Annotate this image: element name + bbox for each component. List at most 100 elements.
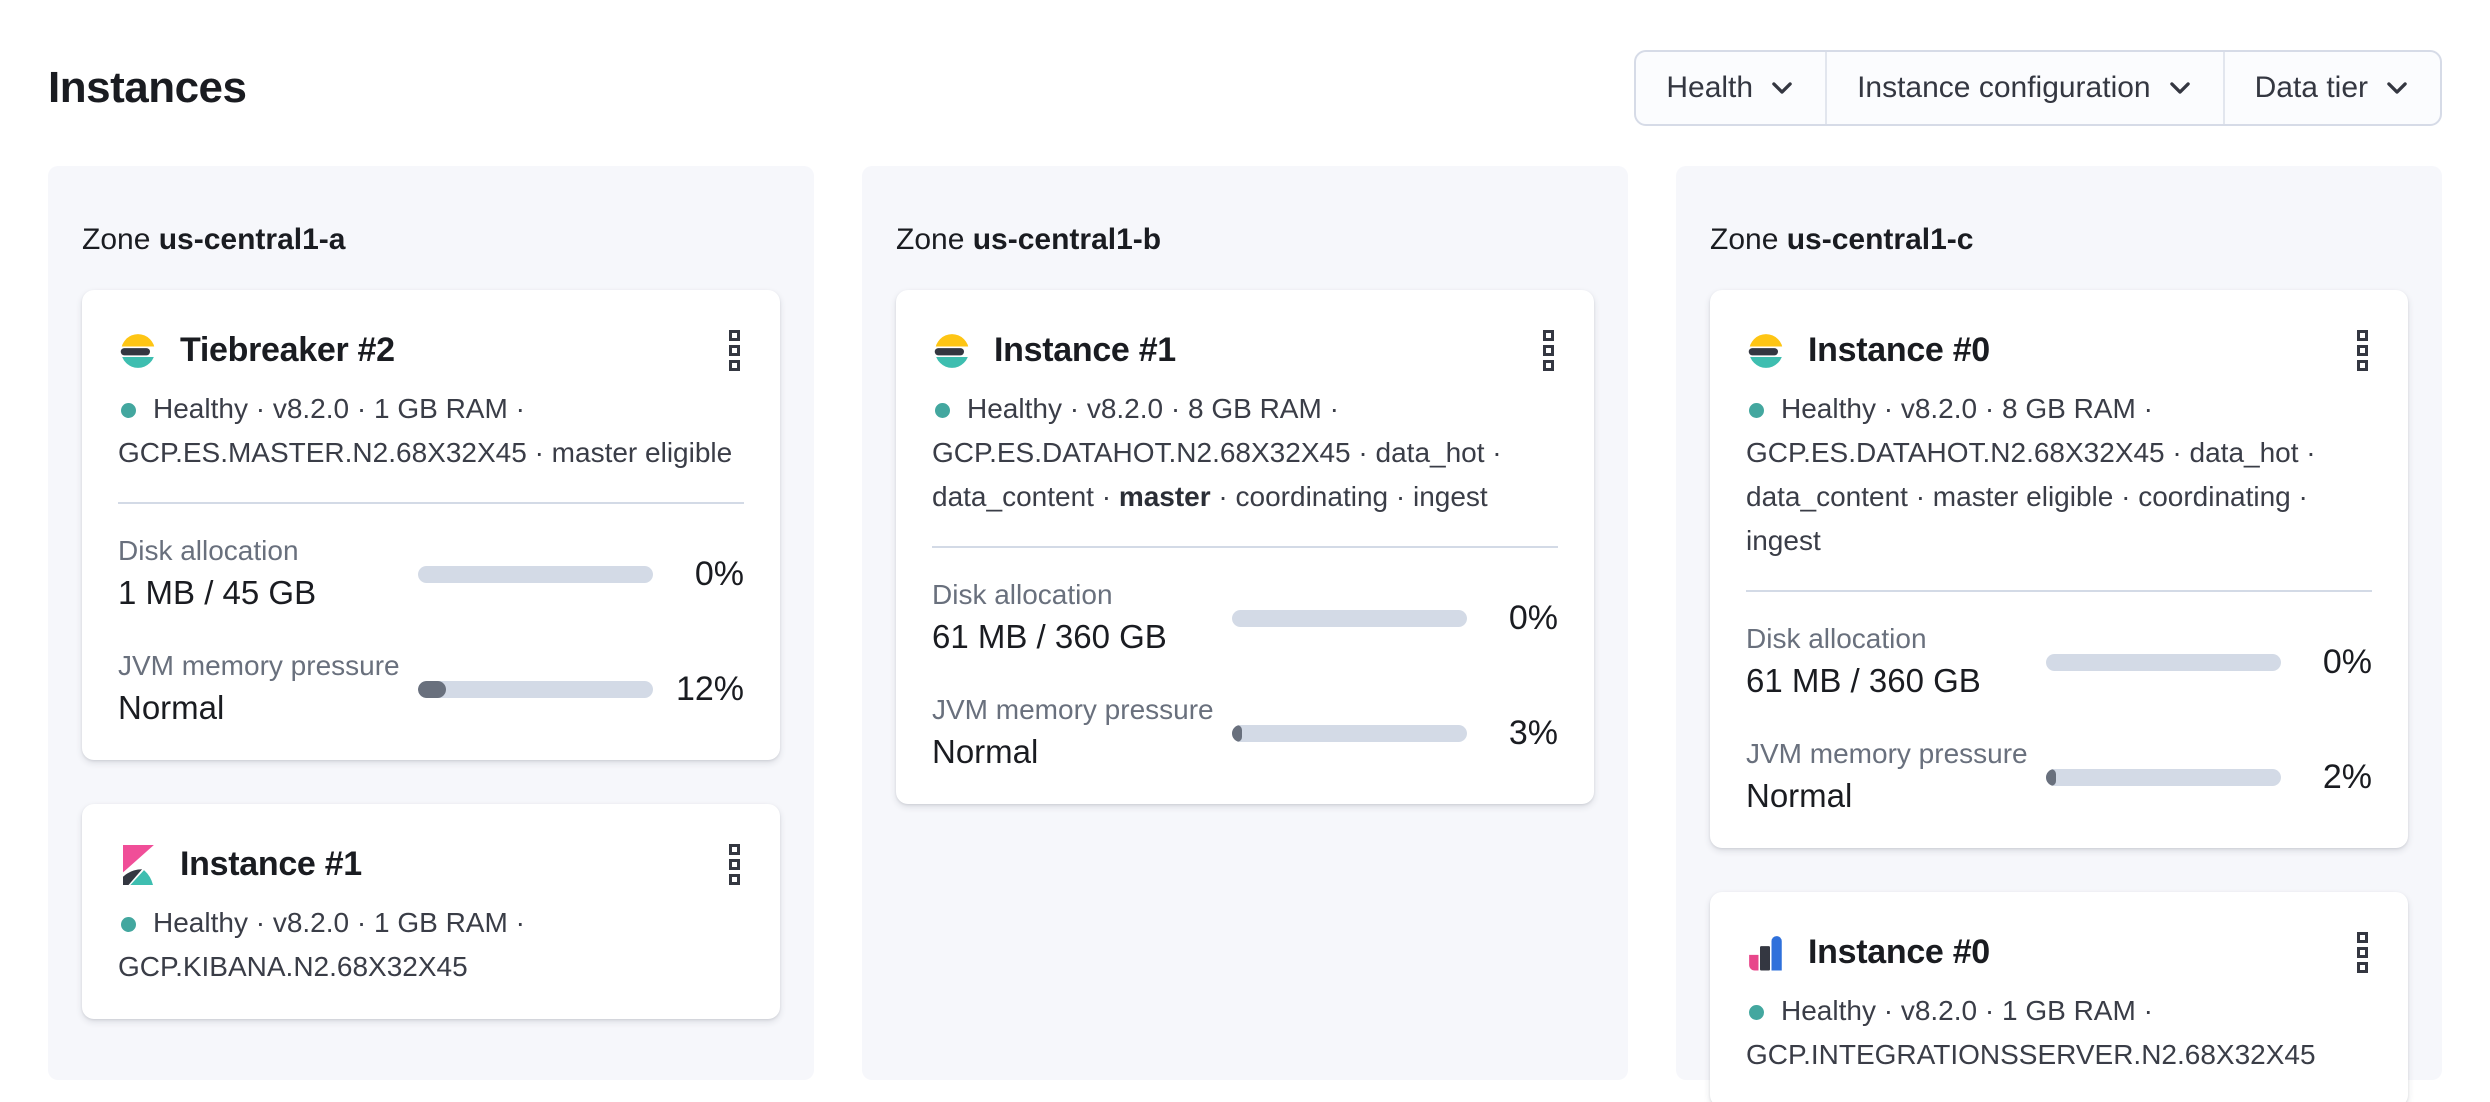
- instance-status: Healthy · v8.2.0 · 1 GB RAM · GCP.INTEGR…: [1746, 989, 2372, 1077]
- instance-menu-button[interactable]: [1539, 326, 1558, 375]
- status-text: data_content · master · coordinating · i…: [932, 481, 1488, 512]
- zone-name: us-central1-c: [1786, 223, 1974, 256]
- disk-allocation-label: Disk allocation: [1746, 623, 1927, 654]
- status-text: data_content · master eligible · coordin…: [1746, 481, 2308, 556]
- jvm-pressure-percent: 2%: [2322, 758, 2372, 796]
- jvm-memory-pressure-row: JVM memory pressure Normal 2%: [1746, 737, 2372, 818]
- page-title: Instances: [48, 63, 247, 112]
- status-text: GCP.ES.DATAHOT.N2.68X32X45 · data_hot ·: [1746, 437, 2316, 468]
- jvm-pressure-percent: 12%: [675, 670, 744, 708]
- status-text: Healthy · v8.2.0 · 1 GB RAM ·: [153, 393, 525, 424]
- status-text: Healthy · v8.2.0 · 1 GB RAM ·: [153, 907, 525, 938]
- disk-usage-bar: [418, 566, 653, 583]
- disk-allocation-value: 61 MB / 360 GB: [1746, 662, 1981, 699]
- filter-health-label: Health: [1666, 71, 1754, 104]
- zone-label: Zone: [896, 223, 965, 256]
- card-divider: [118, 502, 744, 504]
- instance-card-es-1: Instance #1 Healthy · v8.2.0 · 8 GB RAM …: [896, 290, 1594, 804]
- disk-allocation-value: 1 MB / 45 GB: [118, 574, 317, 611]
- health-dot: [1749, 1005, 1764, 1020]
- instance-card-tiebreaker-2: Tiebreaker #2 Healthy · v8.2.0 · 1 GB RA…: [82, 290, 780, 760]
- instance-card-kibana-1: Instance #1 Healthy · v8.2.0 · 1 GB RAM …: [82, 804, 780, 1019]
- instance-menu-button[interactable]: [2353, 928, 2372, 977]
- filter-data-tier-button[interactable]: Data tier: [2222, 52, 2440, 124]
- instance-card-es-0: Instance #0 Healthy · v8.2.0 · 8 GB RAM …: [1710, 290, 2408, 848]
- instance-menu-button[interactable]: [725, 326, 744, 375]
- card-divider: [1746, 590, 2372, 592]
- health-dot: [1749, 403, 1764, 418]
- card-divider: [932, 546, 1558, 548]
- zone-panel-us-central1-b: Zone us-central1-b Instance #1 Healthy ·…: [862, 166, 1628, 1080]
- instance-status: Healthy · v8.2.0 · 1 GB RAM · GCP.KIBANA…: [118, 901, 744, 989]
- card-header: Tiebreaker #2: [118, 326, 744, 375]
- chevron-down-icon: [1772, 82, 1792, 94]
- chevron-down-icon: [2387, 82, 2407, 94]
- zone-label: Zone: [1710, 223, 1779, 256]
- disk-usage-bar: [1232, 610, 1467, 627]
- jvm-pressure-label: JVM memory pressure: [1746, 738, 2028, 769]
- status-text: Healthy · v8.2.0 · 8 GB RAM ·: [1781, 393, 2153, 424]
- zone-name: us-central1-a: [158, 223, 346, 256]
- disk-allocation-row: Disk allocation 61 MB / 360 GB 0%: [1746, 622, 2372, 703]
- status-text: GCP.ES.DATAHOT.N2.68X32X45 · data_hot ·: [932, 437, 1502, 468]
- status-text: Healthy · v8.2.0 · 1 GB RAM ·: [1781, 995, 2153, 1026]
- elasticsearch-logo: [932, 331, 972, 371]
- status-text: GCP.ES.MASTER.N2.68X32X45 · master eligi…: [118, 437, 733, 468]
- instance-title: Instance #1: [994, 331, 1176, 369]
- zones-grid: Zone us-central1-a Tiebreaker #2 Healthy…: [0, 166, 2490, 1102]
- jvm-pressure-percent: 3%: [1508, 714, 1558, 752]
- jvm-pressure-label: JVM memory pressure: [118, 650, 400, 681]
- integrations-server-logo: [1746, 933, 1786, 973]
- jvm-pressure-value: Normal: [118, 689, 225, 726]
- disk-allocation-row: Disk allocation 61 MB / 360 GB 0%: [932, 578, 1558, 659]
- filter-instance-configuration-label: Instance configuration: [1857, 71, 2151, 104]
- card-header: Instance #0: [1746, 326, 2372, 375]
- status-text: GCP.INTEGRATIONSSERVER.N2.68X32X45: [1746, 1039, 2316, 1070]
- filter-health-button[interactable]: Health: [1636, 52, 1825, 124]
- jvm-pressure-bar: [418, 681, 653, 698]
- filter-data-tier-label: Data tier: [2254, 71, 2368, 104]
- instance-status: Healthy · v8.2.0 · 1 GB RAM · GCP.ES.MAS…: [118, 387, 744, 475]
- instance-title: Instance #1: [180, 845, 362, 883]
- instance-card-integrations-0: Instance #0 Healthy · v8.2.0 · 1 GB RAM …: [1710, 892, 2408, 1102]
- health-dot: [121, 403, 136, 418]
- zone-title: Zone us-central1-c: [1710, 218, 2408, 262]
- instance-menu-button[interactable]: [2353, 326, 2372, 375]
- chevron-down-icon: [2169, 82, 2190, 94]
- disk-usage-bar: [2046, 654, 2281, 671]
- zone-title: Zone us-central1-b: [896, 218, 1594, 262]
- card-header: Instance #1: [932, 326, 1558, 375]
- zone-label: Zone: [82, 223, 151, 256]
- card-header: Instance #0: [1746, 928, 2372, 977]
- jvm-memory-pressure-row: JVM memory pressure Normal 3%: [932, 693, 1558, 774]
- jvm-pressure-value: Normal: [932, 733, 1039, 770]
- status-text: Healthy · v8.2.0 · 8 GB RAM ·: [967, 393, 1339, 424]
- disk-allocation-label: Disk allocation: [932, 579, 1113, 610]
- zone-panel-us-central1-c: Zone us-central1-c Instance #0 Healthy ·…: [1676, 166, 2442, 1102]
- instance-status: Healthy · v8.2.0 · 8 GB RAM · GCP.ES.DAT…: [932, 387, 1558, 519]
- jvm-pressure-bar: [2046, 769, 2281, 786]
- jvm-pressure-bar: [1232, 725, 1467, 742]
- instance-title: Instance #0: [1808, 933, 1990, 971]
- jvm-pressure-value: Normal: [1746, 777, 1853, 814]
- master-role-badge: master: [1118, 481, 1211, 512]
- page-header: Instances Health Instance configuration …: [0, 0, 2490, 126]
- zone-title: Zone us-central1-a: [82, 218, 780, 262]
- kibana-logo: [118, 844, 158, 885]
- zone-panel-us-central1-a: Zone us-central1-a Tiebreaker #2 Healthy…: [48, 166, 814, 1080]
- instance-title: Tiebreaker #2: [180, 331, 395, 369]
- filter-instance-configuration-button[interactable]: Instance configuration: [1825, 52, 2223, 124]
- jvm-memory-pressure-row: JVM memory pressure Normal 12%: [118, 649, 744, 730]
- disk-allocation-row: Disk allocation 1 MB / 45 GB 0%: [118, 534, 744, 615]
- disk-allocation-label: Disk allocation: [118, 535, 299, 566]
- jvm-pressure-label: JVM memory pressure: [932, 694, 1214, 725]
- disk-allocation-value: 61 MB / 360 GB: [932, 618, 1167, 655]
- instance-menu-button[interactable]: [725, 840, 744, 889]
- disk-usage-percent: 0%: [1508, 599, 1558, 637]
- health-dot: [121, 917, 136, 932]
- elasticsearch-logo: [118, 331, 158, 371]
- instance-status: Healthy · v8.2.0 · 8 GB RAM · GCP.ES.DAT…: [1746, 387, 2372, 563]
- status-text: GCP.KIBANA.N2.68X32X45: [118, 951, 468, 982]
- elasticsearch-logo: [1746, 331, 1786, 371]
- disk-usage-percent: 0%: [694, 555, 744, 593]
